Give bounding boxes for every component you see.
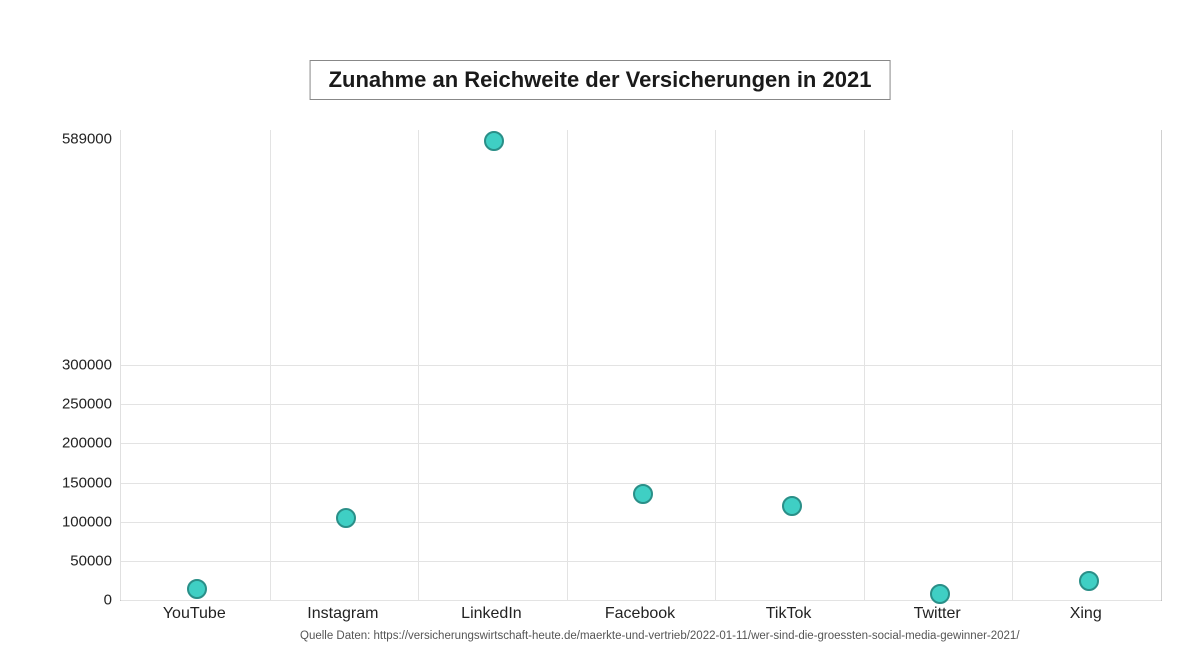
gridline-x	[270, 130, 271, 600]
y-tick-label: 0	[42, 592, 112, 609]
data-point	[633, 484, 653, 504]
x-tick-label: TikTok	[766, 605, 812, 623]
gridline-x	[1012, 130, 1013, 600]
source-caption: Quelle Daten: https://versicherungswirts…	[300, 630, 1020, 642]
y-tick-label: 250000	[42, 396, 112, 413]
gridline-x	[567, 130, 568, 600]
gridline-y	[121, 600, 1161, 601]
y-tick-label: 200000	[42, 435, 112, 452]
chart-title: Zunahme an Reichweite der Versicherungen…	[310, 60, 891, 100]
gridline-y	[121, 365, 1161, 366]
data-point	[930, 584, 950, 604]
y-tick-label: 50000	[42, 552, 112, 569]
chart-container: Zunahme an Reichweite der Versicherungen…	[0, 0, 1200, 664]
gridline-x	[715, 130, 716, 600]
gridline-y	[121, 522, 1161, 523]
plot-area	[120, 130, 1162, 601]
x-tick-label: Twitter	[914, 605, 961, 623]
data-point	[1079, 571, 1099, 591]
gridline-y	[121, 404, 1161, 405]
data-point	[782, 496, 802, 516]
gridline-y	[121, 443, 1161, 444]
x-tick-label: YouTube	[163, 605, 226, 623]
x-tick-label: Facebook	[605, 605, 675, 623]
gridline-x	[418, 130, 419, 600]
x-tick-label: Xing	[1070, 605, 1102, 623]
y-tick-label: 589000	[42, 130, 112, 147]
y-tick-label: 300000	[42, 357, 112, 374]
data-point	[187, 579, 207, 599]
x-tick-label: LinkedIn	[461, 605, 522, 623]
y-tick-label: 100000	[42, 513, 112, 530]
gridline-x	[864, 130, 865, 600]
gridline-y	[121, 561, 1161, 562]
y-tick-label: 150000	[42, 474, 112, 491]
x-tick-label: Instagram	[307, 605, 378, 623]
data-point	[336, 508, 356, 528]
data-point	[484, 131, 504, 151]
